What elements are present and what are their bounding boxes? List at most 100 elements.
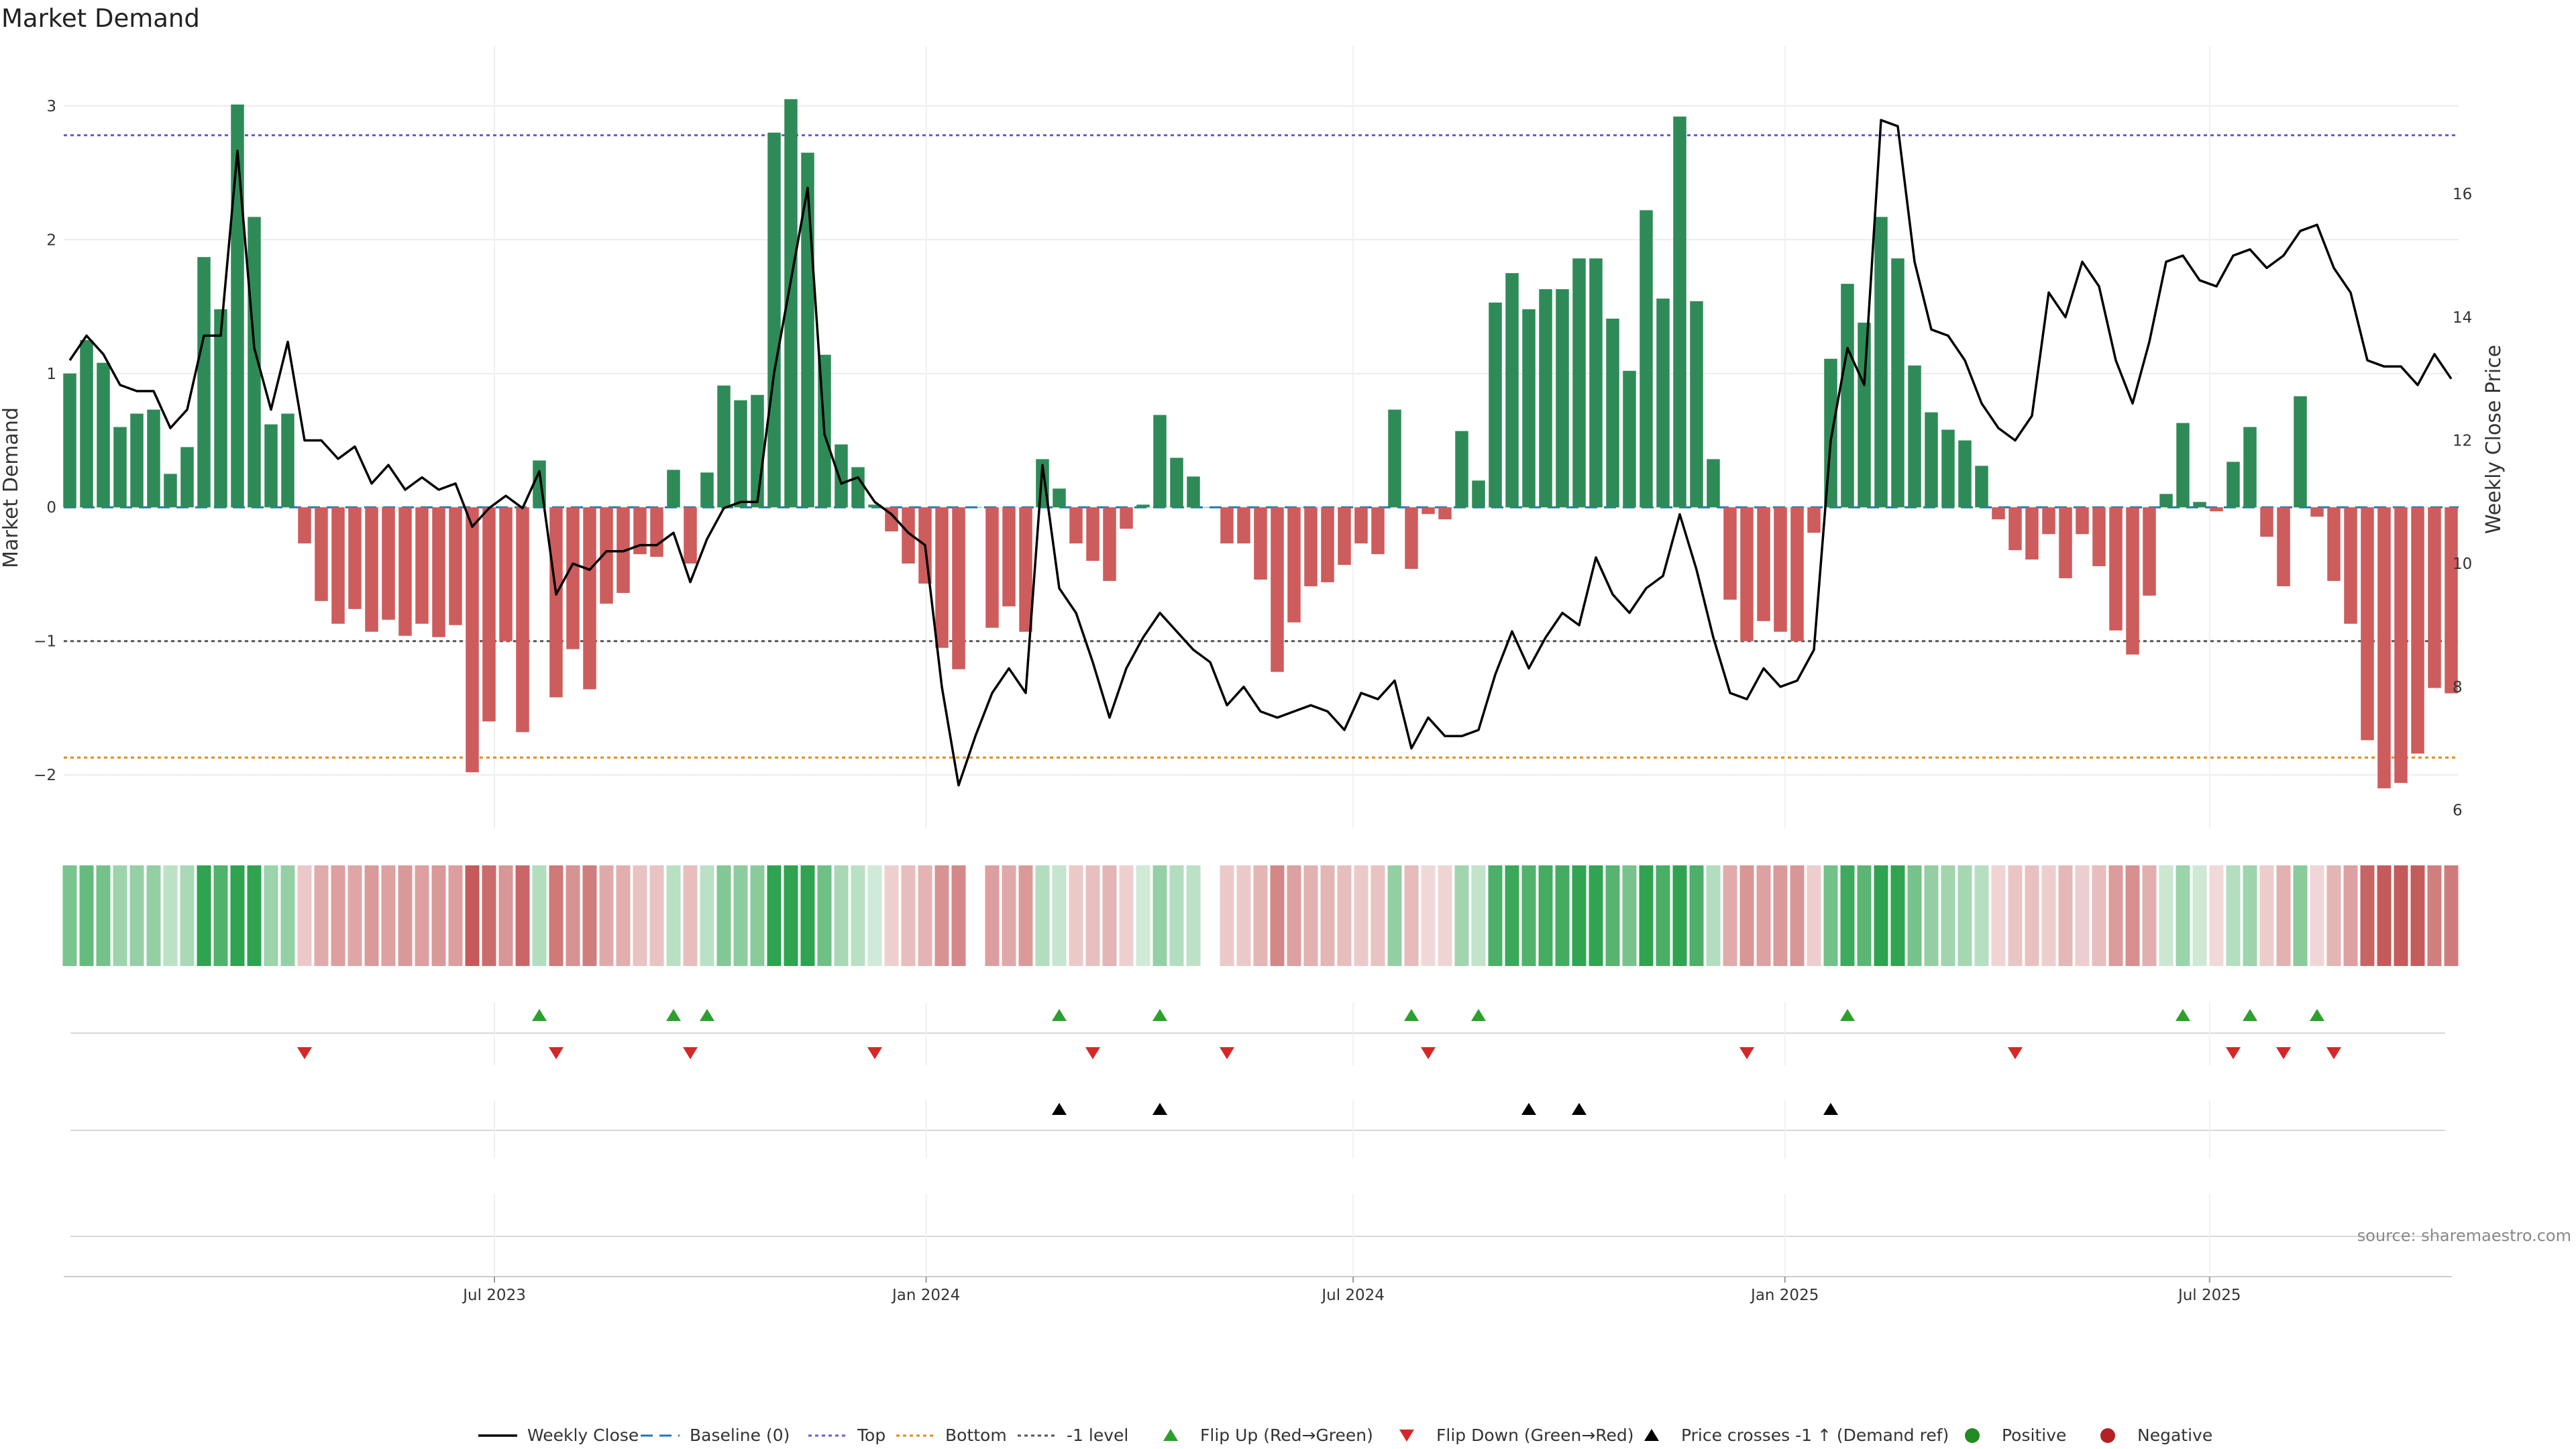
heat-cell xyxy=(1555,865,1570,966)
demand-bar xyxy=(1606,318,1619,508)
demand-bar xyxy=(1069,507,1083,544)
y2-tick-label: 14 xyxy=(2453,309,2472,327)
demand-bar xyxy=(382,507,395,620)
flip-down-marker xyxy=(1739,1047,1754,1059)
heat-cell xyxy=(347,865,362,966)
flip-down-marker xyxy=(2276,1047,2291,1059)
flip-up-marker xyxy=(700,1009,714,1021)
heat-cell xyxy=(1773,865,1788,966)
demand-bar xyxy=(1958,440,1972,508)
demand-bar xyxy=(1673,116,1686,508)
demand-bar xyxy=(248,217,261,508)
heat-cell xyxy=(2025,865,2039,966)
legend: Weekly Close Baseline (0) Top Bottom -1 leve… xyxy=(478,1426,2212,1445)
date-axis: Jul 2023 Jan 2024 Jul 2024 Jan 2025 Jul 2025 xyxy=(64,1276,2452,1304)
heat-cell xyxy=(884,865,899,966)
y2-tick-label: 6 xyxy=(2453,802,2463,819)
legend-swatch-flip-down xyxy=(1399,1430,1414,1442)
heat-cell xyxy=(1303,865,1318,966)
demand-bar xyxy=(1891,258,1904,508)
heat-cell xyxy=(331,865,345,966)
flip-down-marker xyxy=(549,1047,564,1059)
left-axis-ticks: −2 −1 0 1 2 3 xyxy=(34,98,56,784)
heat-cell xyxy=(566,865,580,966)
demand-bar xyxy=(2193,502,2206,508)
demand-bar xyxy=(1807,507,1821,533)
legend-label: Price crosses -1 ↑ (Demand ref) xyxy=(1681,1426,1949,1445)
heat-cell xyxy=(2243,865,2257,966)
heat-cell xyxy=(1203,865,1218,966)
heat-cell xyxy=(1387,865,1402,966)
heat-cell xyxy=(1538,865,1553,966)
flip-up-marker xyxy=(1152,1009,1167,1021)
demand-bar xyxy=(1740,507,1754,641)
heat-cell xyxy=(800,865,815,966)
y-axis-label: Market Demand xyxy=(0,407,23,568)
demand-bar xyxy=(1623,370,1636,508)
demand-bar xyxy=(2210,507,2223,512)
heat-cell xyxy=(213,865,228,966)
heat-cell xyxy=(1672,865,1687,966)
demand-bar xyxy=(583,507,596,690)
demand-bar xyxy=(600,507,613,604)
demand-bar xyxy=(1757,507,1770,621)
demand-bar xyxy=(2361,507,2374,741)
demand-bar xyxy=(482,507,496,722)
demand-bar xyxy=(2126,507,2139,655)
flip-markers-panel xyxy=(70,1003,2445,1065)
demand-bar xyxy=(164,474,177,508)
heat-cell xyxy=(2293,865,2308,966)
demand-bar xyxy=(2277,507,2290,586)
heat-cell xyxy=(2075,865,2090,966)
heat-cell xyxy=(2176,865,2190,966)
demand-bar xyxy=(1992,507,2005,520)
price-cross-marker xyxy=(1823,1103,1838,1115)
demand-bars xyxy=(63,99,2458,789)
demand-bar xyxy=(1187,476,1200,508)
demand-bar xyxy=(1690,301,1703,508)
legend-label: Baseline (0) xyxy=(690,1426,790,1445)
demand-bar xyxy=(1908,365,1921,508)
heat-cell xyxy=(1002,865,1016,966)
demand-bar xyxy=(1572,258,1586,508)
demand-bar xyxy=(1053,488,1066,508)
demand-bar xyxy=(667,470,680,508)
demand-bar xyxy=(466,507,479,773)
legend-label: Top xyxy=(857,1426,885,1445)
heat-cell xyxy=(1438,865,1452,966)
heat-cell xyxy=(1152,865,1167,966)
heat-cell xyxy=(1622,865,1637,966)
heat-cell xyxy=(1102,865,1117,966)
demand-bar xyxy=(214,309,227,508)
demand-bar xyxy=(1354,507,1368,544)
demand-bar xyxy=(2159,494,2173,508)
price-cross-marker xyxy=(1572,1103,1587,1115)
demand-bar xyxy=(566,507,580,649)
heat-cell xyxy=(2394,865,2408,966)
demand-bar xyxy=(549,507,563,698)
heat-cell xyxy=(1957,865,1972,966)
heat-cell xyxy=(314,865,329,966)
demand-bar xyxy=(1841,284,1854,508)
demand-bar xyxy=(1489,303,1502,508)
heat-cell xyxy=(1337,865,1352,966)
heat-cell xyxy=(599,865,614,966)
heat-cell xyxy=(482,865,496,966)
heat-cell xyxy=(1085,865,1100,966)
x-tick-label: Jan 2025 xyxy=(1750,1287,1819,1304)
x-tick-label: Jul 2023 xyxy=(462,1287,526,1304)
demand-bar xyxy=(2344,507,2357,624)
legend-swatch-positive xyxy=(1965,1428,1980,1443)
x-tick-label: Jul 2024 xyxy=(1320,1287,1385,1304)
heat-cell xyxy=(515,865,530,966)
heat-cell xyxy=(700,865,714,966)
demand-bar xyxy=(717,385,731,508)
heat-cell xyxy=(180,865,195,966)
demand-bar xyxy=(935,507,949,648)
demand-bar xyxy=(2260,507,2273,537)
heat-cell xyxy=(79,865,94,966)
heat-cell xyxy=(2209,865,2224,966)
demand-bar xyxy=(1120,507,1133,529)
flip-up-marker xyxy=(1840,1009,1855,1021)
heat-cell xyxy=(1471,865,1486,966)
